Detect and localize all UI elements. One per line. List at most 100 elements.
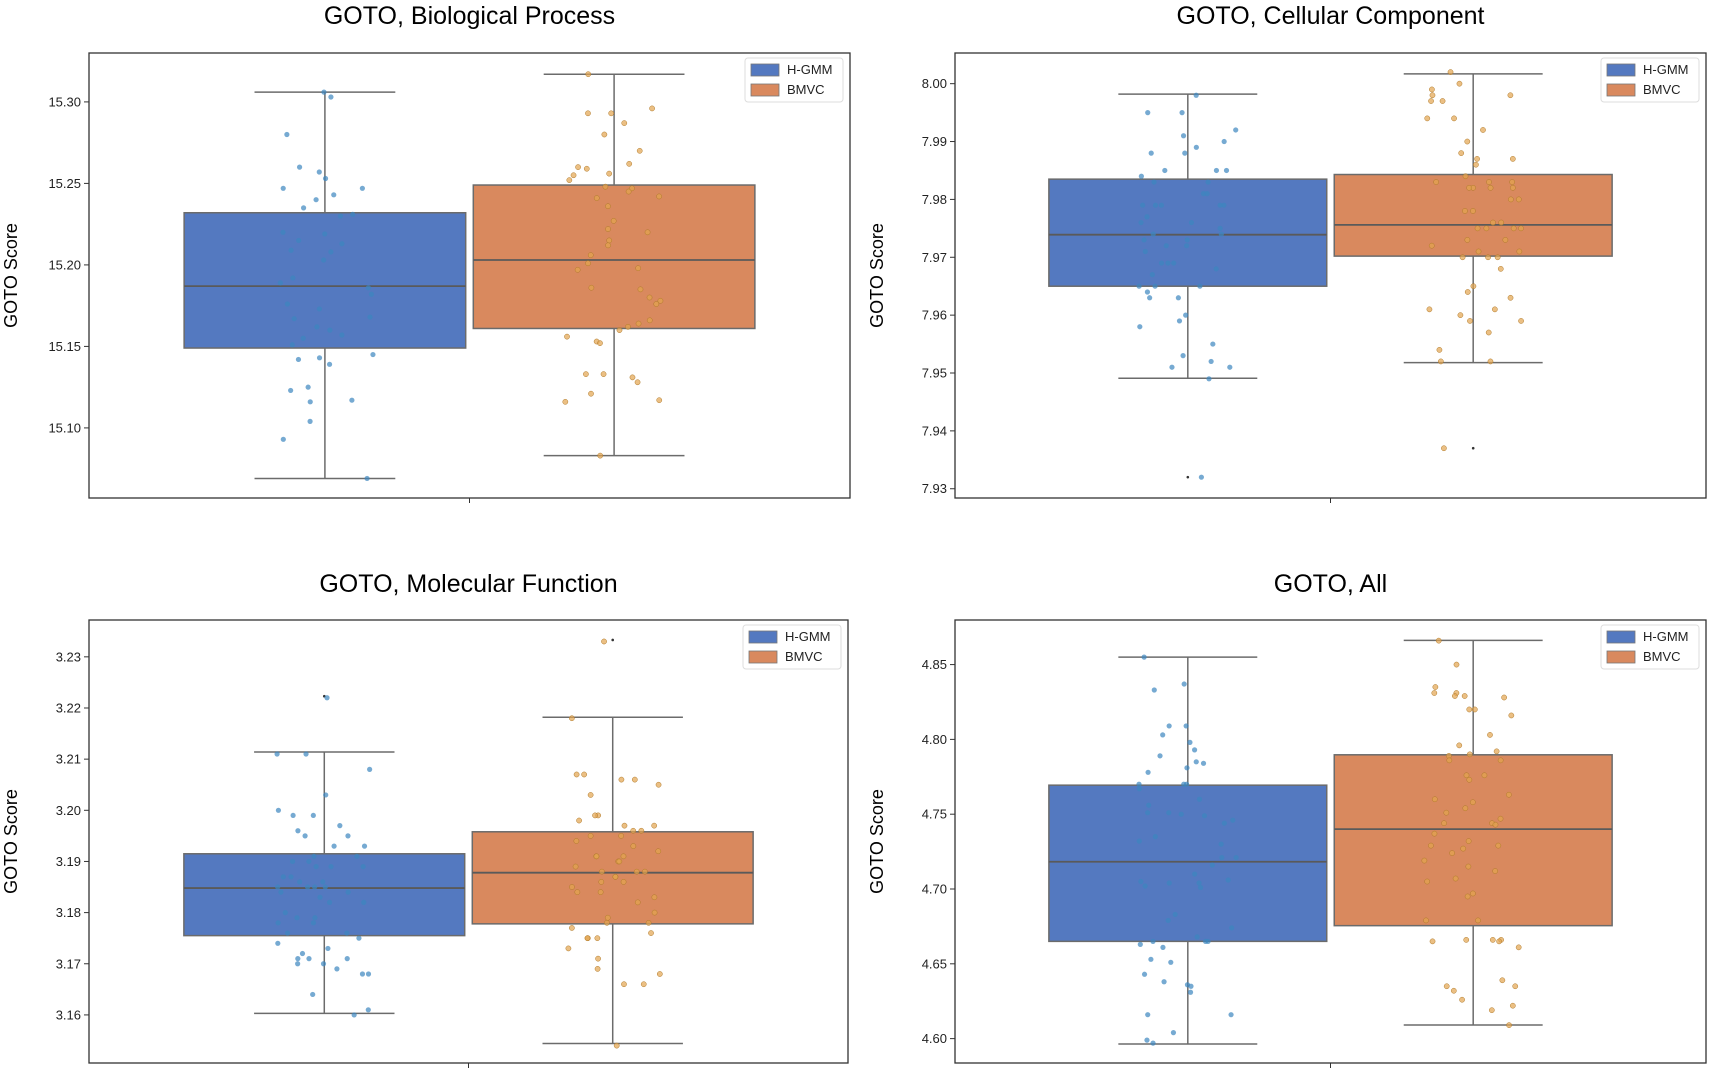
data-point [621, 981, 627, 988]
data-point [594, 966, 601, 972]
data-point [1464, 893, 1471, 900]
data-point [1200, 760, 1207, 766]
data-point [1221, 138, 1227, 145]
data-point [1466, 776, 1473, 783]
data-point [1470, 208, 1476, 214]
data-point [1191, 747, 1198, 753]
data-point [1462, 208, 1468, 214]
data-point [280, 874, 286, 880]
data-point [1462, 173, 1469, 180]
data-point [1474, 156, 1480, 162]
data-point [327, 327, 333, 333]
data-point [280, 185, 286, 191]
data-point [1485, 254, 1491, 261]
data-point [345, 889, 351, 895]
data-point [275, 884, 281, 890]
data-point [274, 751, 280, 757]
data-point [290, 275, 296, 281]
data-point [1502, 237, 1509, 243]
data-point [1209, 862, 1215, 868]
y-tick-label: 15.20 [48, 257, 81, 272]
y-tick-label: 3.17 [56, 956, 81, 971]
chart-panel: GOTO, Molecular Function GOTO Score 3.16 3.… [1, 570, 849, 1068]
data-point [299, 950, 306, 957]
box-h-gmm [1048, 178, 1328, 287]
data-point [1446, 757, 1453, 764]
data-point [1499, 977, 1506, 984]
legend-swatch-bmvc [748, 650, 778, 664]
data-point [1144, 214, 1150, 220]
data-point [1475, 248, 1482, 255]
data-point [312, 884, 318, 890]
data-point [1171, 260, 1177, 266]
data-point [583, 165, 590, 172]
data-point [631, 776, 638, 783]
data-point [359, 971, 366, 977]
data-point [1193, 92, 1199, 98]
legend-swatch-bmvc [750, 83, 780, 97]
data-point [277, 280, 283, 286]
data-point [1486, 179, 1492, 185]
data-point [618, 776, 625, 783]
data-point [1150, 231, 1156, 237]
data-point [1473, 161, 1479, 168]
y-tick-label: 3.23 [56, 649, 81, 664]
data-point [1192, 871, 1198, 877]
data-point [1515, 944, 1522, 951]
data-point [1149, 272, 1155, 278]
data-point [1497, 265, 1504, 272]
data-point [651, 909, 658, 916]
data-point [1151, 179, 1157, 185]
data-point [1144, 1037, 1150, 1043]
data-point [1148, 956, 1154, 962]
data-point [337, 823, 343, 829]
chart-panel: GOTO, Biological Process GOTO Score 15.10 1… [1, 2, 851, 503]
data-point [1497, 815, 1504, 822]
data-point [1165, 260, 1171, 266]
data-point [1492, 868, 1498, 874]
data-point [1431, 796, 1438, 803]
data-point [1217, 202, 1223, 208]
data-point [1501, 694, 1507, 701]
data-point [585, 260, 591, 267]
plot-frame [88, 52, 851, 499]
data-point [1184, 243, 1190, 249]
data-point [657, 297, 664, 304]
data-point [601, 638, 607, 645]
data-point [1162, 167, 1168, 174]
data-point [344, 930, 350, 936]
outlier-marker [611, 638, 615, 642]
data-point [651, 894, 658, 901]
data-point [572, 863, 579, 870]
y-tick-label: 15.10 [48, 420, 81, 435]
data-point [322, 231, 328, 237]
data-point [1424, 878, 1431, 885]
data-point [570, 172, 577, 179]
y-tick-label: 7.97 [922, 250, 947, 265]
data-point [640, 981, 647, 988]
data-point [656, 971, 663, 977]
data-point [1183, 723, 1189, 729]
data-point [296, 237, 302, 244]
data-point [1429, 938, 1436, 945]
y-tick-label: 7.96 [922, 308, 947, 323]
data-point [1188, 219, 1195, 226]
data-point [1146, 802, 1152, 808]
data-point [1176, 318, 1183, 324]
data-point [1464, 289, 1471, 295]
data-point [275, 940, 281, 946]
data-point [1228, 1012, 1234, 1018]
data-point [592, 812, 598, 819]
data-point [576, 817, 582, 824]
data-point [1233, 854, 1239, 861]
data-point [566, 177, 573, 183]
data-point [1233, 127, 1239, 133]
data-point [294, 915, 300, 921]
data-point [1452, 875, 1459, 882]
data-point [328, 94, 334, 100]
data-point [1184, 237, 1190, 243]
y-axis-label: GOTO Score [867, 789, 887, 894]
data-point [1506, 791, 1512, 798]
data-point [1141, 654, 1147, 660]
data-point [1487, 732, 1493, 738]
